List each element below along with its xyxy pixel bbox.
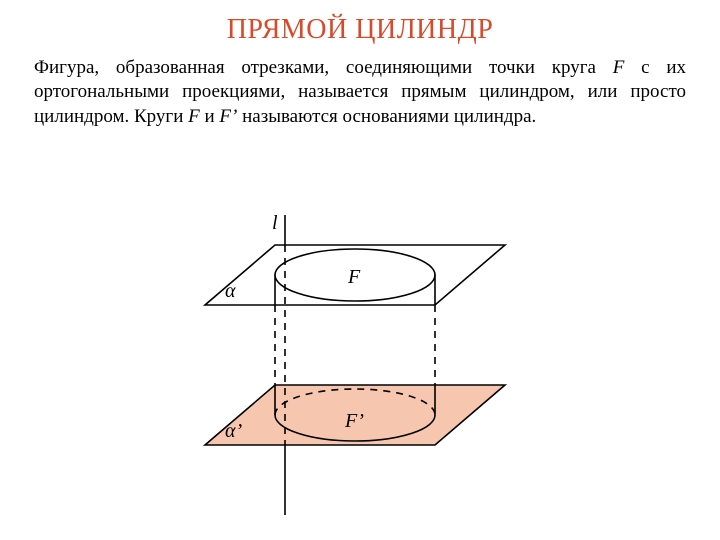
para-prefix: Фигура, образованная отрезками, соединяю… [34,57,613,78]
svg-text:F: F [347,266,361,288]
svg-text:α’: α’ [225,420,242,442]
svg-text:α: α [225,280,236,302]
para-suffix: называются основаниями цилиндра. [237,106,536,127]
svg-text:F’: F’ [344,410,364,432]
definition-paragraph: Фигура, образованная отрезками, соединяю… [0,46,720,129]
para-and: и [200,106,220,127]
page-title: ПРЯМОЙ ЦИЛИНДР [0,0,720,46]
cylinder-diagram: l F F’ α α’ [175,215,545,515]
para-F2: F [188,106,200,127]
para-Fp: F’ [219,106,237,127]
svg-text:l: l [272,215,278,234]
para-F: F [613,57,625,78]
